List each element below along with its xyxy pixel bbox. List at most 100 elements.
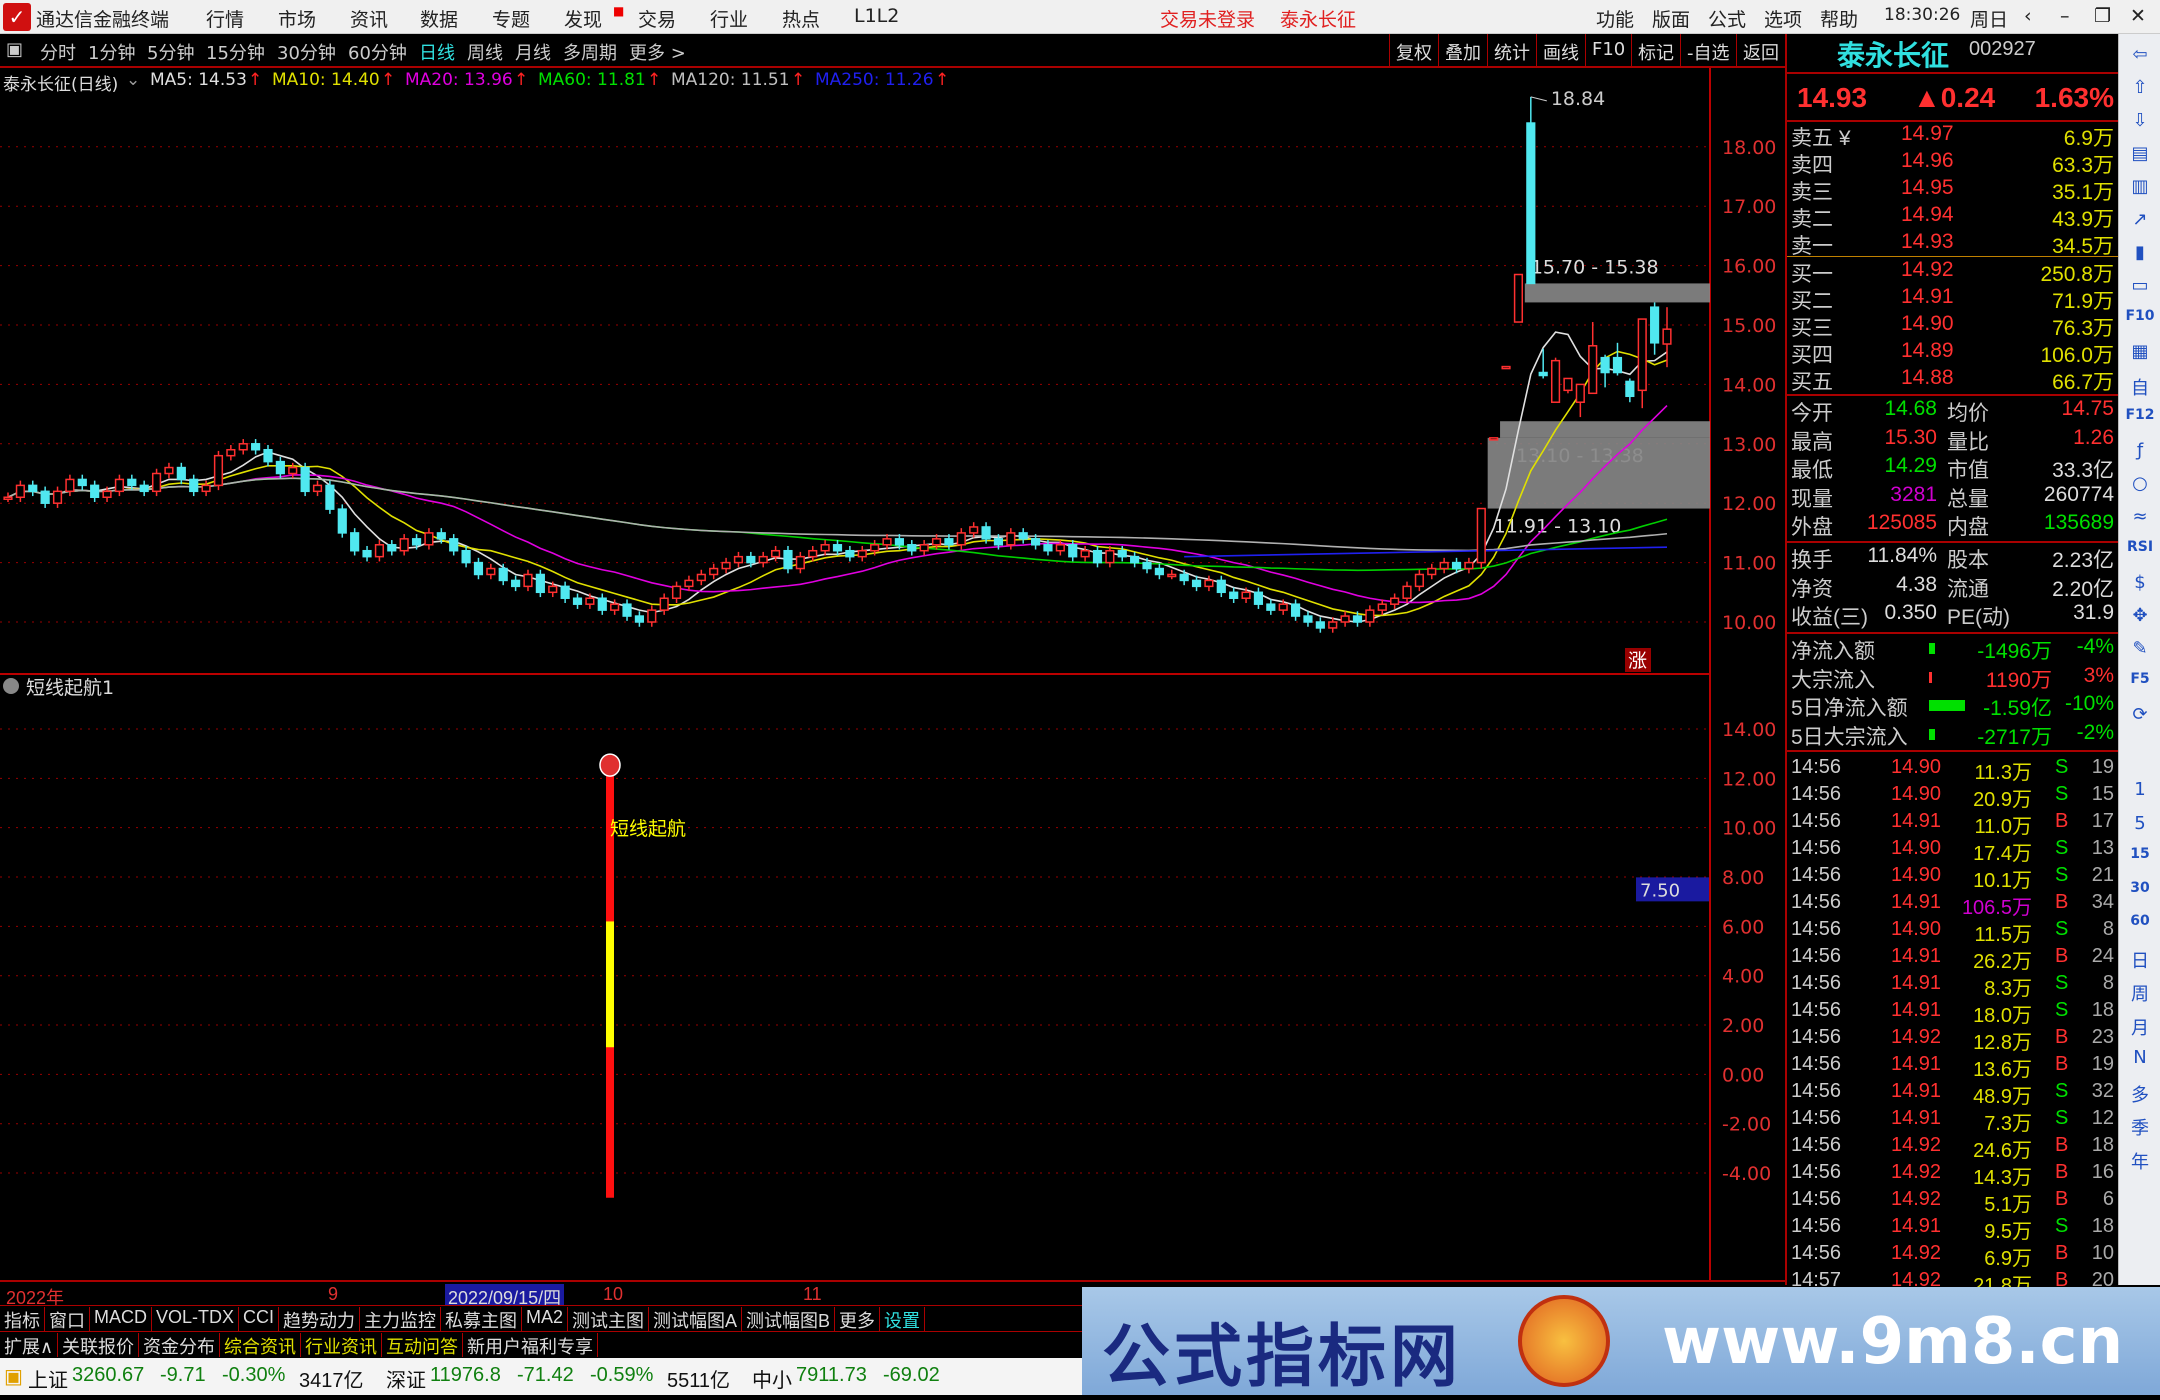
menu-3[interactable]: 数据 xyxy=(420,9,459,31)
side-icon-13[interactable]: ○ xyxy=(2132,473,2148,494)
indicator-tab-0[interactable]: 指标 xyxy=(0,1307,45,1331)
period-tab-1[interactable]: 1分钟 xyxy=(88,43,136,64)
legend-toggle-icon[interactable]: ⌄ xyxy=(126,70,141,90)
side-icon-30[interactable]: 多 xyxy=(2131,1084,2149,1106)
info-tab-5[interactable]: 互动问答 xyxy=(382,1333,463,1357)
period-tab-0[interactable]: 分时 xyxy=(40,43,76,64)
sz-label[interactable]: 深证 xyxy=(386,1370,426,1392)
side-icon-6[interactable]: ▮ xyxy=(2135,242,2145,263)
kline-chart[interactable]: 18.00 17.00 16.00 15.00 14.00 13.00 12.00 11.00… xyxy=(0,68,1785,1280)
side-icon-2[interactable]: ⇩ xyxy=(2132,110,2148,131)
side-icon-21[interactable]: 1 xyxy=(2134,779,2146,800)
side-icon-23[interactable]: 15 xyxy=(2130,846,2150,862)
menu-5[interactable]: 发现 xyxy=(564,9,603,31)
side-icon-15[interactable]: RSI xyxy=(2126,539,2154,555)
period-tab-9[interactable]: 多周期 xyxy=(563,43,617,64)
period-tab-10[interactable]: 更多 > xyxy=(629,43,686,64)
toolbar-button-6[interactable]: -自选 xyxy=(1680,34,1736,66)
period-tab-4[interactable]: 30分钟 xyxy=(277,43,336,64)
info-tab-2[interactable]: 资金分布 xyxy=(139,1333,220,1357)
indicator-tab-9[interactable]: 测试主图 xyxy=(568,1307,649,1331)
period-tab-8[interactable]: 月线 xyxy=(515,43,551,64)
side-icon-4[interactable]: ▥ xyxy=(2131,176,2149,197)
side-icon-31[interactable]: 季 xyxy=(2131,1118,2149,1139)
toolbar-button-2[interactable]: 统计 xyxy=(1487,34,1536,66)
side-icon-22[interactable]: 5 xyxy=(2134,812,2146,834)
period-tab-3[interactable]: 15分钟 xyxy=(206,43,265,64)
right-menu-2[interactable]: 公式 xyxy=(1708,9,1747,31)
menu-1[interactable]: 市场 xyxy=(278,9,317,31)
right-menu-3[interactable]: 选项 xyxy=(1764,9,1803,31)
side-icon-27[interactable]: 周 xyxy=(2131,984,2149,1005)
minimize-icon[interactable]: – xyxy=(2060,5,2070,27)
side-icon-19[interactable]: F5 xyxy=(2130,671,2150,687)
indicator-tab-13[interactable]: 设置 xyxy=(880,1307,925,1331)
period-tab-5[interactable]: 60分钟 xyxy=(348,43,407,64)
indicator-tab-3[interactable]: VOL-TDX xyxy=(152,1307,240,1331)
menu-0[interactable]: 行情 xyxy=(206,9,245,31)
side-icon-25[interactable]: 60 xyxy=(2130,913,2150,929)
menu-6[interactable]: 交易 xyxy=(638,9,677,31)
period-tab-6[interactable]: 日线 xyxy=(419,43,455,64)
side-icon-17[interactable]: ✥ xyxy=(2132,605,2148,626)
side-icon-0[interactable]: ⇦ xyxy=(2132,44,2148,65)
indicator-tab-4[interactable]: CCI xyxy=(239,1307,279,1331)
right-menu-4[interactable]: 帮助 xyxy=(1820,9,1859,31)
indicator-tab-1[interactable]: 窗口 xyxy=(45,1307,90,1331)
side-icon-1[interactable]: ⇧ xyxy=(2132,77,2148,98)
indicator-tab-5[interactable]: 趋势动力 xyxy=(279,1307,360,1331)
indicator-tab-12[interactable]: 更多 xyxy=(835,1307,880,1331)
info-tab-3[interactable]: 综合资讯 xyxy=(220,1333,301,1357)
menu-8[interactable]: 热点 xyxy=(782,9,821,31)
menu-2[interactable]: 资讯 xyxy=(350,9,389,31)
indicator-tab-6[interactable]: 主力监控 xyxy=(360,1307,441,1331)
side-icon-28[interactable]: 月 xyxy=(2131,1017,2149,1039)
side-icon-11[interactable]: F12 xyxy=(2125,407,2155,423)
indicator-toggle-icon[interactable] xyxy=(3,678,19,694)
side-icon-8[interactable]: F10 xyxy=(2125,308,2155,324)
right-menu-1[interactable]: 版面 xyxy=(1652,9,1691,31)
menu-9[interactable]: L1L2 xyxy=(854,5,900,27)
toolbar-button-0[interactable]: 复权 xyxy=(1389,34,1438,66)
side-icon-32[interactable]: 年 xyxy=(2131,1151,2149,1173)
side-icon-16[interactable]: $ xyxy=(2134,572,2146,593)
side-icon-26[interactable]: 日 xyxy=(2131,950,2149,972)
indicator-tab-8[interactable]: MA2 xyxy=(522,1307,569,1331)
period-tab-7[interactable]: 周线 xyxy=(467,43,503,64)
side-icon-24[interactable]: 30 xyxy=(2130,879,2150,896)
toolbar-button-3[interactable]: 画线 xyxy=(1536,34,1585,66)
toolbar-button-7[interactable]: 返回 xyxy=(1736,34,1785,66)
menu-7[interactable]: 行业 xyxy=(710,9,749,31)
side-icon-10[interactable]: 自 xyxy=(2131,378,2149,399)
info-tab-6[interactable]: 新用户福利专享 xyxy=(463,1333,598,1357)
menu-4[interactable]: 专题 xyxy=(492,9,531,31)
login-status[interactable]: 交易未登录 xyxy=(1160,9,1256,31)
right-menu-0[interactable]: 功能 xyxy=(1596,9,1635,31)
side-icon-14[interactable]: ≈ xyxy=(2132,506,2148,527)
info-tab-4[interactable]: 行业资讯 xyxy=(301,1333,382,1357)
indicator-tab-2[interactable]: MACD xyxy=(90,1307,152,1331)
indicator-tab-7[interactable]: 私募主图 xyxy=(441,1307,522,1331)
side-icon-29[interactable]: N xyxy=(2133,1047,2147,1068)
side-icon-12[interactable]: ƒ xyxy=(2136,440,2144,461)
side-icon-5[interactable]: ↗ xyxy=(2132,209,2148,230)
sh-label[interactable]: 上证 xyxy=(28,1370,68,1392)
back-icon[interactable]: ‹ xyxy=(2024,5,2032,27)
panel-toggle-icon[interactable]: ▣ xyxy=(6,39,24,60)
side-icon-20[interactable]: ⟳ xyxy=(2132,704,2148,725)
toolbar-button-5[interactable]: 标记 xyxy=(1631,34,1680,66)
info-tab-0[interactable]: 扩展∧ xyxy=(0,1333,59,1357)
info-tab-1[interactable]: 关联报价 xyxy=(58,1333,139,1357)
side-icon-3[interactable]: ▤ xyxy=(2131,143,2149,164)
toolbar-button-1[interactable]: 叠加 xyxy=(1438,34,1487,66)
toolbar-button-4[interactable]: F10 xyxy=(1585,34,1631,66)
side-icon-7[interactable]: ▭ xyxy=(2131,275,2149,296)
restore-icon[interactable]: ❐ xyxy=(2094,5,2112,27)
indicator-tab-10[interactable]: 测试幅图A xyxy=(649,1307,743,1331)
indicator-tab-11[interactable]: 测试幅图B xyxy=(742,1307,836,1331)
side-icon-9[interactable]: ▦ xyxy=(2131,341,2149,362)
zx-label[interactable]: 中小 xyxy=(752,1370,792,1392)
side-icon-18[interactable]: ✎ xyxy=(2132,638,2148,659)
period-tab-2[interactable]: 5分钟 xyxy=(147,43,195,64)
close-icon[interactable]: ✕ xyxy=(2130,5,2146,27)
